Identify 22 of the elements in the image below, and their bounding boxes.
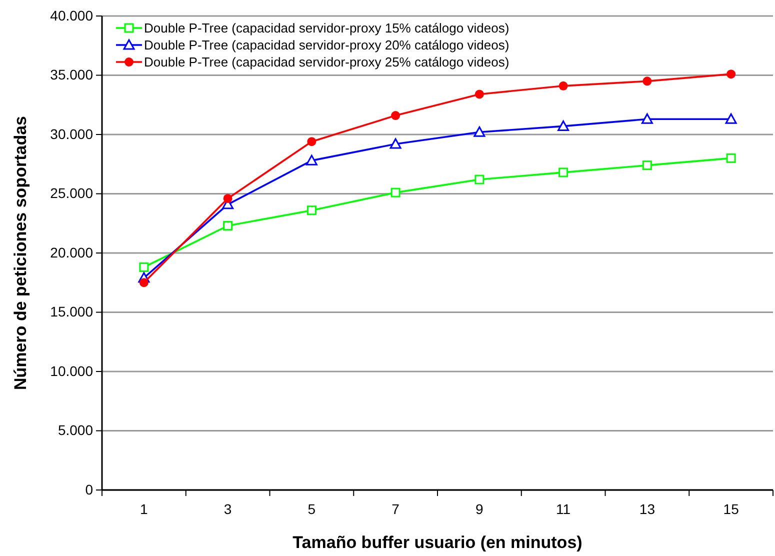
x-tick-label: 9 [476,500,484,517]
y-tick-label: 25.000 [50,185,94,202]
y-axis-title: Número de peticiones soportadas [11,116,30,390]
legend-label: Double P-Tree (capacidad servidor-proxy 20% catálogo videos) [144,38,510,52]
x-tick-label: 7 [392,500,400,517]
x-tick-label: 5 [308,500,316,517]
y-tick-label: 20.000 [50,244,94,260]
y-tick-label: 0 [85,481,94,498]
y-tick-label: 35.000 [50,66,94,83]
x-tick-label: 1 [140,500,148,517]
x-tick-label: 11 [556,500,571,517]
legend-label: Double P-Tree (capacidad servidor-proxy 25% catálogo videos) [144,54,510,70]
y-tick-label: 15.000 [50,304,94,320]
x-tick-label: 13 [639,500,656,517]
x-tick-label: 15 [723,500,740,517]
x-axis-title: Tamaño buffer usuario (en minutos) [292,533,582,552]
legend-label: Double P-Tree (capacidad servidor-proxy 15% catálogo videos) [144,20,510,36]
y-tick-label: 30.000 [50,126,94,142]
y-tick-label: 10.000 [50,362,94,379]
y-tick-label: 5.000 [58,422,94,438]
y-tick-label: 40.000 [50,7,94,24]
x-tick-label: 3 [224,500,232,517]
